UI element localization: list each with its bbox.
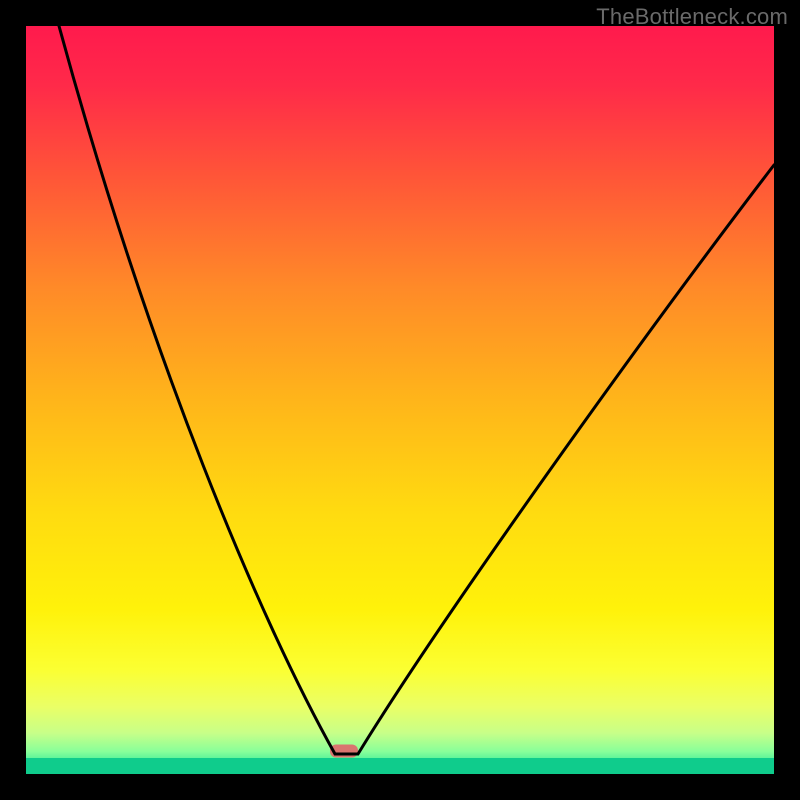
watermark-text: TheBottleneck.com — [596, 4, 788, 30]
chart-container: TheBottleneck.com — [0, 0, 800, 800]
plot-background — [26, 26, 774, 774]
bottleneck-chart — [0, 0, 800, 800]
bottom-strip — [26, 758, 774, 774]
